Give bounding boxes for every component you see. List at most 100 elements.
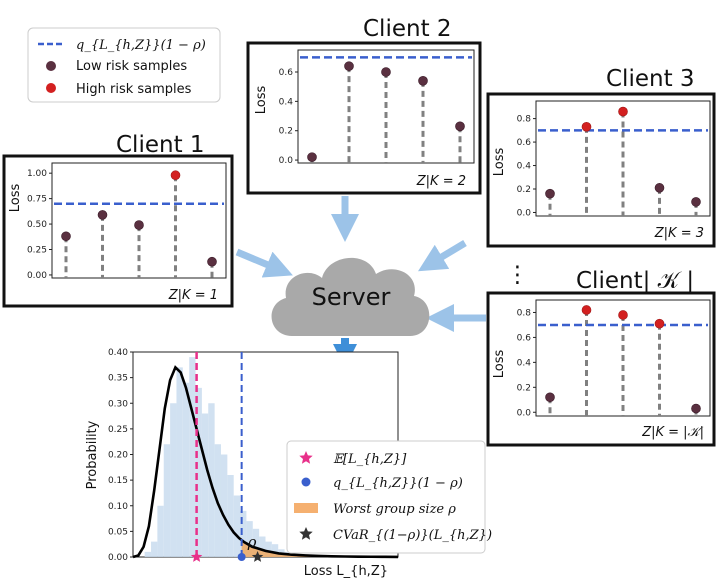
high-risk-point (618, 310, 628, 320)
arrow-client-1 (235, 248, 293, 278)
legend-label: Worst group size ρ (333, 502, 456, 517)
client-3-plot: 0.0 0.2 0.4 0.6 0.8 Loss Z|K = 3 (492, 100, 711, 241)
histogram-bar (176, 367, 183, 557)
y-tick-label: 1.00 (27, 169, 47, 179)
x-axis-label: Z|K = 2 (416, 174, 466, 189)
high-risk-legend-marker (46, 83, 56, 93)
y-tick-label: 0.00 (27, 271, 47, 281)
x-axis-label: Z|K = 3 (654, 226, 704, 241)
client-2-title: Client 2 (363, 16, 452, 42)
y-tick-label: 0.0 (279, 156, 294, 166)
histogram-bar (195, 387, 202, 557)
y-tick-label: 0.40 (108, 348, 128, 358)
histogram-bar (220, 454, 228, 557)
distribution-legend: 𝔼[L_{h,Z}] q_{L_{h,Z}}(1 − ρ) Worst group … (286, 440, 492, 554)
histogram-bar (201, 413, 209, 557)
low-risk-point (307, 152, 317, 162)
y-tick-label: 0.8 (517, 115, 532, 125)
legend-frame (286, 440, 486, 554)
histogram-bar (227, 475, 234, 557)
low-risk-legend-marker (46, 61, 56, 71)
ellipsis: ⋮ (506, 262, 529, 288)
legend-label: CVaR_{(1−ρ)}(L_{h,Z}) (333, 528, 492, 543)
cvar-marker (251, 551, 264, 562)
plot-frame (535, 100, 711, 217)
y-tick-label: 0.2 (517, 185, 531, 195)
y-tick-label: 0.50 (27, 220, 47, 230)
y-tick-label: 0.25 (27, 246, 47, 256)
y-tick-label: 0.6 (517, 138, 532, 148)
density-curve (132, 365, 399, 559)
client-2-plot: 0.0 0.2 0.4 0.6 Loss Z|K = 2 (254, 49, 475, 189)
histogram-bar (259, 536, 266, 557)
y-tick-label: 0.4 (517, 358, 532, 368)
x-axis-label: Z|K = |𝒦| (641, 425, 704, 440)
histogram-bar (144, 551, 152, 557)
histogram-bar (157, 505, 164, 557)
y-axis-label: Loss (8, 184, 23, 213)
low-risk-point (381, 67, 391, 77)
client-1-title: Client 1 (116, 132, 205, 158)
rho-label: ρ (247, 533, 257, 551)
low-risk-point (97, 210, 108, 220)
high-risk-point (170, 170, 181, 181)
y-tick-label: 0.2 (517, 383, 531, 393)
legend-star-marker (299, 451, 313, 464)
high-risk-point (581, 122, 592, 132)
y-tick-label: 0.30 (108, 399, 128, 409)
y-tick-label: 0.00 (108, 553, 128, 563)
low-risk-point (207, 256, 217, 267)
y-tick-label: 0.10 (108, 502, 128, 512)
legend-patch-marker (294, 503, 318, 513)
histogram-bar (182, 382, 190, 557)
client-k-title: Client| 𝒦 | (576, 268, 694, 294)
histogram-bar (240, 510, 247, 557)
threshold-legend-label: q_{L_{h,Z}}(1 − ρ) (76, 38, 206, 53)
client-1-plot: 0.00 0.25 0.50 0.75 1.00 Loss Z|K = 1 (8, 162, 227, 303)
legend-frame (27, 27, 221, 103)
histogram-bar (233, 495, 241, 557)
loss-distribution-chart: ρ 0.00 0.05 0.10 0.15 0.20 0.25 0.30 0.35 0.40 Pro… (85, 348, 492, 579)
low-risk-point (545, 188, 555, 199)
low-risk-point (545, 392, 555, 403)
histogram-bar (252, 528, 260, 557)
y-tick-label: 0.25 (108, 425, 128, 435)
y-tick-label: 0.15 (108, 476, 128, 486)
low-risk-point (344, 61, 354, 71)
x-axis-label: Loss L_{h,Z} (304, 564, 388, 579)
top-legend: q_{L_{h,Z}}(1 − ρ) Low risk samples High… (27, 27, 221, 103)
y-tick-label: 0.4 (279, 97, 294, 107)
y-tick-label: 0.0 (517, 408, 532, 418)
histogram-bar (265, 541, 272, 557)
y-axis-label: Loss (492, 148, 507, 177)
histogram-bar (170, 403, 177, 557)
low-risk-legend-label: Low risk samples (76, 59, 187, 74)
cloud-shape (271, 257, 430, 336)
y-axis-label: Loss (492, 350, 507, 379)
y-tick-label: 0.20 (108, 451, 128, 461)
legend-star-marker (299, 527, 313, 540)
y-tick-label: 0.8 (517, 308, 532, 318)
low-risk-point (455, 121, 465, 132)
legend-label: q_{L_{h,Z}}(1 − ρ) (333, 476, 463, 491)
server-label: Server (312, 283, 391, 311)
client-k-plot: 0.0 0.2 0.4 0.6 0.8 Loss Z|K = |𝒦| (492, 299, 711, 440)
mean-marker (190, 551, 203, 562)
high-risk-point (581, 305, 592, 315)
low-risk-point (418, 76, 428, 86)
low-risk-point (654, 183, 665, 193)
histogram-bar (151, 541, 158, 557)
low-risk-point (691, 197, 701, 207)
y-tick-label: 0.05 (108, 527, 128, 537)
high-risk-point (654, 318, 665, 329)
legend-label: 𝔼[L_{h,Z}] (333, 452, 407, 467)
histogram-bar (189, 357, 196, 557)
quantile-marker (237, 553, 246, 561)
client-3-title: Client 3 (606, 66, 695, 92)
y-axis-label: Probability (85, 420, 100, 489)
y-tick-label: 0.4 (517, 162, 532, 172)
histogram-bar (163, 444, 171, 557)
histogram-bar (246, 521, 253, 557)
y-tick-label: 0.0 (517, 208, 532, 218)
